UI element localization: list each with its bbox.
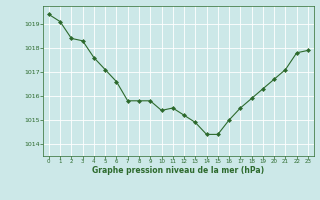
X-axis label: Graphe pression niveau de la mer (hPa): Graphe pression niveau de la mer (hPa) <box>92 166 264 175</box>
